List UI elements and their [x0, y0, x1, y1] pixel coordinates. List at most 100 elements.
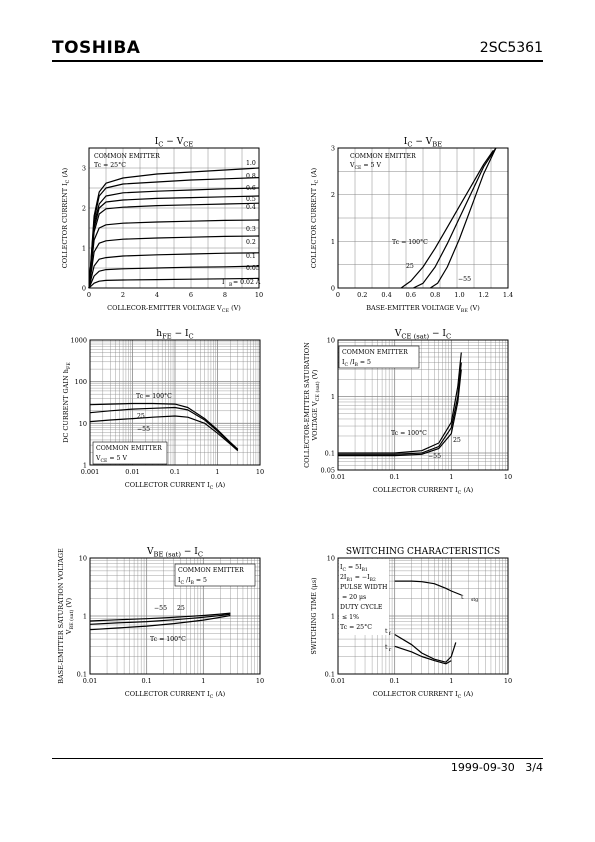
- plot-frame: [337, 557, 509, 675]
- series-line: [89, 406, 239, 451]
- curve-label: B: [229, 282, 233, 288]
- chart-title-part: − V: [163, 137, 183, 147]
- y-axis-label: COLLECTOR CURRENT IC (A): [310, 167, 320, 268]
- x-tick-label: 1.2: [479, 291, 489, 299]
- series-line: [88, 167, 260, 289]
- chart-title: VCE (sat) − IC: [394, 329, 451, 341]
- series-line: [394, 645, 452, 665]
- y-tick-label: 1: [83, 462, 87, 470]
- y-tick-label: 0.05: [321, 467, 335, 475]
- x-axis-label-part: (A): [213, 690, 225, 698]
- chart-title-part: CE: [183, 141, 193, 149]
- x-axis-label-part: (V): [229, 304, 241, 312]
- curve-label: 0.4: [246, 204, 256, 211]
- x-axis-label-part: COLLECTOR CURRENT I: [125, 481, 210, 489]
- annotation-box: [338, 345, 420, 369]
- chart-title-part: C: [407, 141, 412, 149]
- chart-title-part: C: [198, 551, 203, 559]
- chart-title: IC − VBE: [404, 137, 442, 149]
- x-tick-label: 0.1: [389, 473, 399, 481]
- annotation-text-part: C: [180, 580, 184, 586]
- series-line: [88, 235, 260, 289]
- x-axis-label-part: COLLECOR-EMITTER VOLTAGE V: [107, 304, 222, 312]
- y-axis-label-part: C: [314, 179, 320, 183]
- series-line: [394, 633, 457, 663]
- series-line: [88, 219, 260, 289]
- footer-date-page: 1999-09-30 3/4: [451, 761, 543, 774]
- x-axis-label-part: C: [210, 694, 214, 700]
- curve-label: Tc = 100°C: [392, 239, 428, 246]
- curve-label: = 0.02 A: [233, 279, 261, 286]
- series-line: [88, 195, 260, 289]
- x-axis-label-part: C: [210, 485, 214, 491]
- annotation-text-part: /I: [348, 359, 355, 366]
- annotation-text-part: CE: [354, 165, 362, 171]
- chart-title-part: BE (sat): [153, 551, 181, 559]
- annotation-text: ≤ 1%: [342, 614, 359, 621]
- chart-title-part: − I: [429, 329, 446, 339]
- chart-title-part: I: [155, 137, 159, 147]
- curve-label: 25: [177, 605, 185, 612]
- chart-title: VBE (sat) − IC: [146, 547, 203, 559]
- annotation-text: PULSE WIDTH: [340, 584, 388, 591]
- annotation-text: COMMON EMITTER: [342, 349, 408, 356]
- annotation-text-part: B: [355, 362, 359, 368]
- x-axis-label-part: COLLECTOR CURRENT I: [373, 690, 458, 698]
- chart-title-part: SWITCHING CHARACTERISTICS: [346, 547, 500, 557]
- y-tick-label: 10: [327, 337, 335, 345]
- annotation-box: [339, 559, 389, 635]
- curve-label: I: [222, 279, 225, 286]
- chart-title-part: V: [394, 329, 402, 339]
- x-axis-label: COLLECTOR CURRENT IC (A): [125, 481, 226, 491]
- y-tick-label: 10: [79, 420, 87, 428]
- y-axis-label: COLLECTOR CURRENT IC (A): [61, 167, 71, 268]
- footer-rule: [52, 758, 543, 759]
- curve-label: Tc = 100°C: [136, 393, 172, 400]
- footer-date: 1999-09-30: [450, 761, 515, 774]
- curve-label: 0.2: [246, 239, 256, 246]
- x-tick-label: 4: [155, 291, 159, 299]
- chart-title-part: − I: [172, 329, 189, 339]
- x-axis-label-part: C: [458, 694, 462, 700]
- x-axis-label-part: (V): [468, 304, 480, 312]
- series-line: [88, 277, 260, 289]
- y-tick-label: 0: [331, 285, 335, 293]
- chart-title-part: V: [146, 547, 154, 557]
- annotation-text-part: I: [340, 564, 343, 571]
- part-number: 2SC5361: [479, 40, 543, 56]
- chart-title-part: BE: [432, 141, 442, 149]
- annotation-text: = 20 μs: [342, 594, 366, 601]
- y-tick-label: 1: [331, 613, 335, 621]
- x-axis-label: COLLECTOR CURRENT IC (A): [373, 486, 474, 496]
- curve-label: stg: [471, 597, 478, 603]
- y-axis-label-part: (V): [65, 597, 73, 609]
- y-axis-label: VOLTAGE VCE (sat) (V): [311, 369, 321, 441]
- annotation-text-part: COMMON EMITTER: [178, 567, 244, 574]
- x-tick-label: 10: [255, 291, 263, 299]
- y-axis-label-part: (V): [311, 369, 319, 381]
- curve-label: 1.0: [246, 160, 256, 167]
- series-line: [88, 202, 260, 289]
- annotation-text-part: = 5 V: [361, 162, 381, 169]
- series-line: [88, 265, 260, 289]
- series-line: [89, 415, 239, 452]
- x-tick-label: 1: [215, 468, 219, 476]
- x-axis-label-part: C: [458, 490, 462, 496]
- annotation-text-part: V: [349, 162, 355, 169]
- x-tick-label: 0: [87, 291, 91, 299]
- series-line: [413, 147, 497, 289]
- y-tick-label: 0.1: [325, 671, 335, 679]
- x-tick-label: 10: [504, 473, 512, 481]
- y-axis-label: VBE (sat) (V): [65, 597, 75, 635]
- x-tick-label: 0.1: [389, 677, 399, 685]
- y-axis-label-part: COLLECTOR CURRENT I: [61, 183, 69, 268]
- series-line: [89, 612, 231, 622]
- x-axis-label-part: (A): [461, 486, 473, 494]
- annotation-text-part: V: [95, 455, 101, 462]
- annotation-text: 2IB1 = −IB2: [340, 574, 376, 583]
- series-line: [338, 352, 462, 454]
- y-tick-label: 0: [82, 285, 86, 293]
- annotation-box: [174, 563, 256, 587]
